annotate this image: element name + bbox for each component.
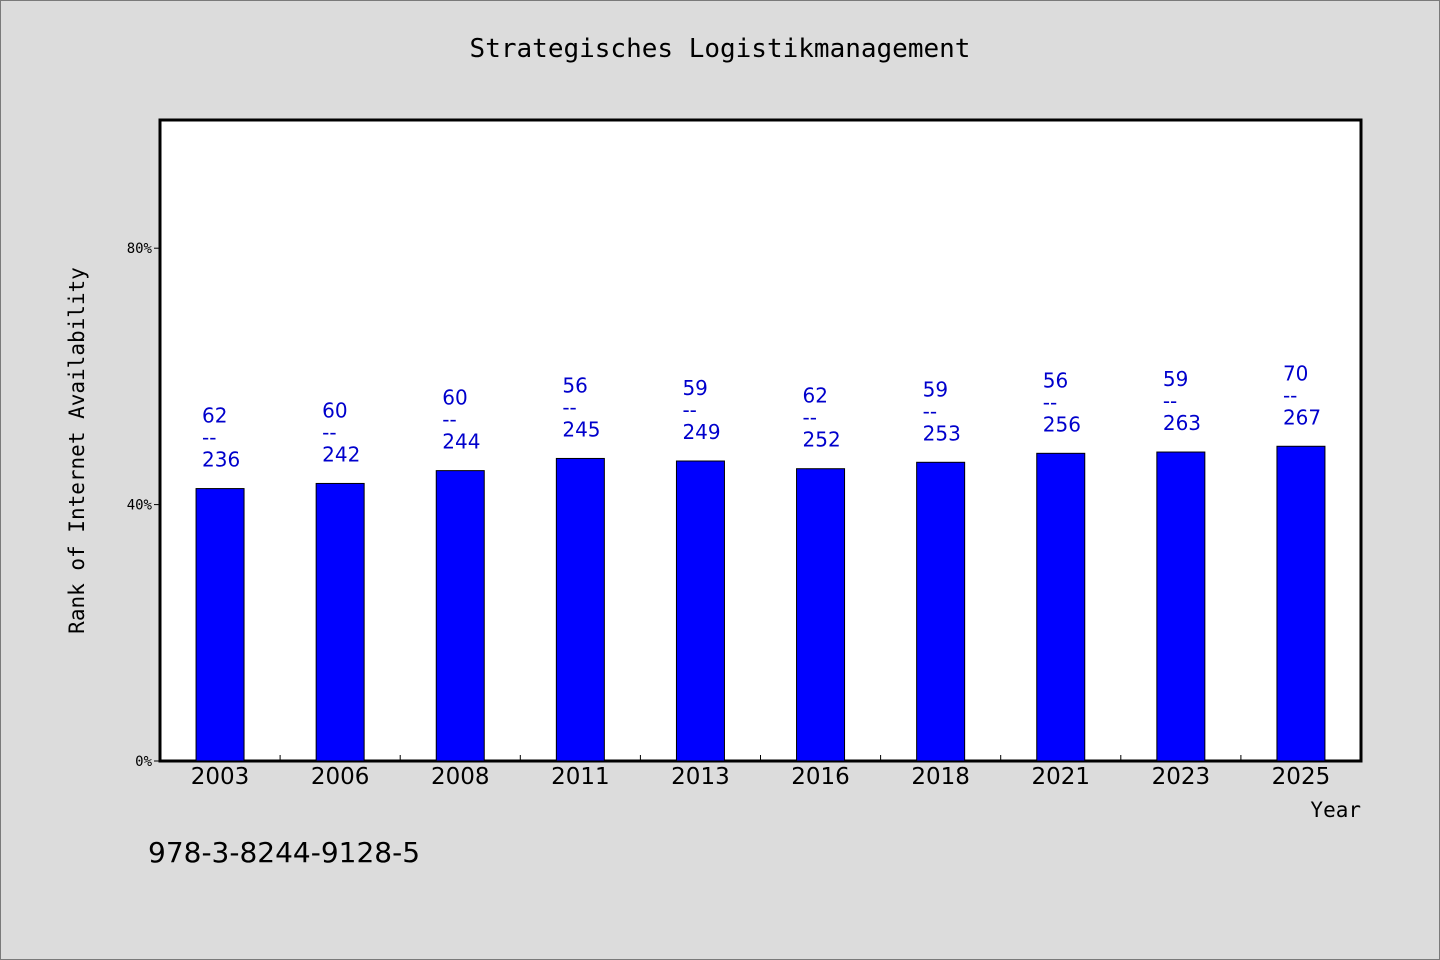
data-labels: 62--23660--24260--24456--24559--24962--2… — [202, 361, 1321, 471]
data-label: 59 — [1163, 367, 1188, 391]
x-tick-label: 2023 — [1152, 764, 1211, 790]
data-label: 236 — [202, 448, 240, 472]
x-tick-label: 2013 — [671, 764, 730, 790]
data-label: 242 — [322, 442, 360, 466]
data-label: 59 — [682, 376, 707, 400]
data-label: 60 — [442, 386, 467, 410]
data-label: 70 — [1283, 361, 1308, 385]
x-tick-label: 2021 — [1031, 764, 1090, 790]
x-tick-label: 2018 — [911, 764, 970, 790]
bar-series — [195, 445, 1326, 762]
x-tick-label: 2011 — [551, 764, 610, 790]
y-tick-label: 80% — [127, 241, 153, 257]
data-label: -- — [1043, 390, 1057, 414]
data-label: 263 — [1163, 411, 1201, 435]
data-label: 267 — [1283, 405, 1321, 429]
data-label: -- — [442, 408, 456, 432]
isbn-text: 978-3-8244-9128-5 — [148, 836, 421, 869]
data-label: 249 — [682, 420, 720, 444]
bar — [435, 470, 485, 762]
data-label: -- — [1283, 383, 1297, 407]
data-label: 62 — [803, 384, 828, 408]
bar — [315, 482, 365, 762]
bar — [1036, 452, 1086, 762]
data-label: 245 — [562, 417, 600, 441]
y-axis-title: Rank of Internet Availability — [65, 267, 89, 634]
data-label: 252 — [803, 428, 841, 452]
y-axis: 0% 40% 80% — [127, 241, 160, 770]
bar — [916, 461, 966, 762]
data-label: 253 — [923, 421, 961, 445]
x-tick-label: 2006 — [311, 764, 370, 790]
data-label: 62 — [202, 404, 227, 428]
data-label: 56 — [1043, 368, 1068, 392]
data-label: 59 — [923, 377, 948, 401]
y-tick-label: 40% — [127, 498, 153, 514]
data-label: 256 — [1043, 412, 1081, 436]
bar — [675, 460, 725, 762]
bar — [555, 457, 605, 762]
y-tick-label: 0% — [135, 754, 152, 770]
data-label: 244 — [442, 430, 480, 454]
chart-title: Strategisches Logistikmanagement — [469, 34, 971, 64]
data-label: -- — [682, 398, 696, 422]
bar — [1156, 451, 1206, 762]
bar — [195, 488, 245, 762]
bar — [796, 468, 846, 762]
x-axis-title: Year — [1310, 798, 1361, 822]
x-tick-label: 2003 — [191, 764, 250, 790]
x-tick-label: 2025 — [1272, 764, 1331, 790]
data-label: -- — [202, 426, 216, 450]
data-label: 60 — [322, 398, 347, 422]
data-label: -- — [803, 406, 817, 430]
bar — [1276, 445, 1326, 762]
data-label: -- — [923, 399, 937, 423]
x-axis: 2003 2006 2008 2011 2013 2016 2018 2021 2023 2025 — [191, 755, 1330, 790]
data-label: -- — [322, 420, 336, 444]
data-label: 56 — [562, 373, 587, 397]
x-tick-label: 2008 — [431, 764, 490, 790]
data-label: -- — [562, 395, 576, 419]
x-tick-label: 2016 — [791, 764, 850, 790]
data-label: -- — [1163, 389, 1177, 413]
